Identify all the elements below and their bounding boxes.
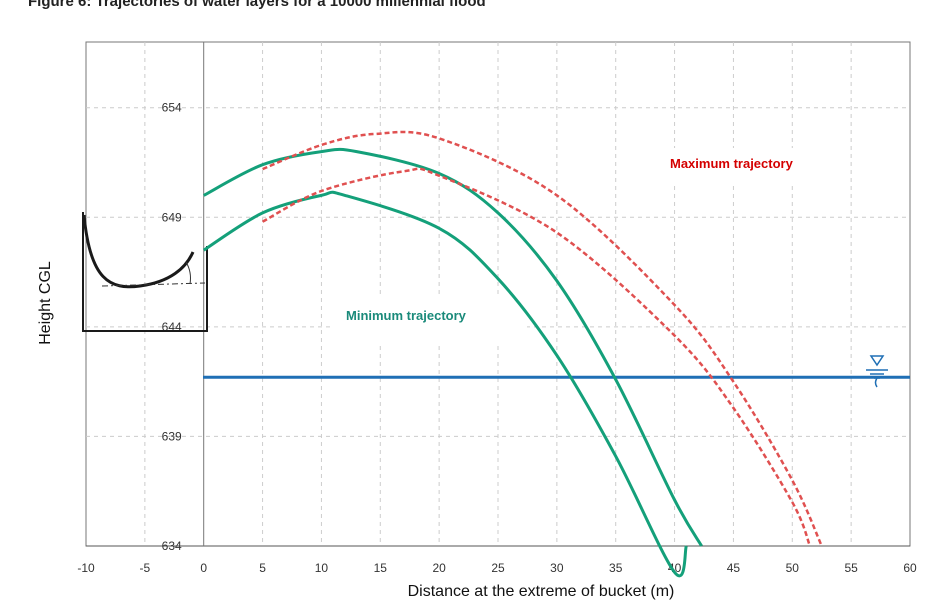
x-tick-label: 55	[844, 561, 858, 575]
x-tick-label: 25	[491, 561, 505, 575]
min-trajectory-line-0	[203, 147, 703, 547]
bucket-profile	[82, 212, 208, 332]
x-tick-label: 45	[727, 561, 741, 575]
water-level-icon	[866, 355, 888, 388]
x-tick-label: 35	[609, 561, 623, 575]
y-tick-label: 639	[162, 429, 182, 443]
y-tick-label: 649	[162, 210, 182, 224]
x-tick-label: -10	[77, 561, 95, 575]
annotation-minimum: Minimum trajectory	[346, 308, 467, 323]
x-tick-label: 5	[259, 561, 266, 575]
x-tick-label: 50	[786, 561, 800, 575]
x-tick-labels: -10 -5 0 5 10 15 20 25 30 35 40 45 50 55 60	[77, 561, 917, 575]
min-annotation-box	[332, 296, 527, 346]
annotation-maximum: Maximum trajectory	[670, 156, 794, 171]
x-axis-label: Distance at the extreme of bucket (m)	[408, 583, 675, 600]
figure-title: Figure 6: Trajectories of water layers f…	[28, 0, 486, 10]
max-trajectory-line-3	[262, 167, 812, 547]
series-group	[202, 130, 823, 578]
min-trajectory-line-1	[202, 190, 688, 578]
x-tick-label: -5	[140, 561, 151, 575]
x-tick-label: 15	[374, 561, 388, 575]
x-tick-label: 60	[903, 561, 917, 575]
y-axis-label: Height CGL	[37, 261, 54, 345]
x-tick-label: 10	[315, 561, 329, 575]
y-tick-label: 654	[162, 101, 182, 115]
y-tick-label: 634	[162, 539, 182, 553]
x-tick-label: 20	[432, 561, 446, 575]
max-trajectory-line-2	[262, 130, 823, 547]
x-tick-label: 30	[550, 561, 564, 575]
x-tick-label: 0	[200, 561, 207, 575]
max-annotation-box	[660, 148, 835, 182]
